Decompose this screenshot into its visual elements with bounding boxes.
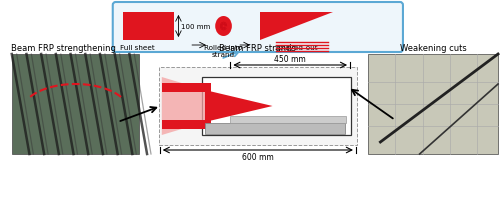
Text: 450 mm: 450 mm [274,55,306,64]
Polygon shape [205,90,272,122]
Bar [159,68,357,145]
Bar [230,116,346,123]
Bar [122,13,174,41]
Text: Splayed-out: Splayed-out [274,45,318,51]
Bar [162,120,211,129]
Text: 600 mm: 600 mm [242,152,274,161]
Bar [205,123,345,134]
Text: Weakening cuts: Weakening cuts [400,44,466,53]
Bar [12,55,139,154]
FancyBboxPatch shape [113,3,403,53]
Text: Rolled into
strand: Rolled into strand [204,45,242,58]
Text: Full sheet: Full sheet [120,45,154,51]
Polygon shape [162,78,205,135]
Polygon shape [260,13,334,41]
Text: 100 mm: 100 mm [182,24,210,30]
Bar [202,78,351,135]
Text: Beam FRP strengthening: Beam FRP strengthening [12,44,116,53]
Bar [368,55,498,154]
Ellipse shape [215,17,232,37]
Text: Beam FRP strands: Beam FRP strands [220,44,296,53]
Bar [162,84,211,93]
